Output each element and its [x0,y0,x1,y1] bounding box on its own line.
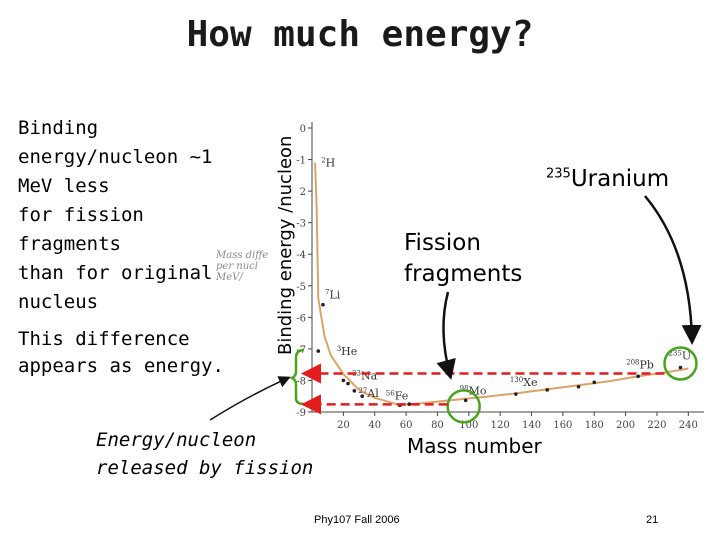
footer-course: Phy107 Fall 2006 [314,514,400,526]
release-line: Energy/nucleon [96,429,257,451]
uranium-mass-number: 235 [546,166,571,182]
isotope-label: 7Li [325,289,341,302]
difference-line: This difference [18,328,190,350]
energy-released-arrow [209,376,291,421]
data-point [545,388,549,392]
data-point [346,381,350,386]
x-tick-label: 160 [553,420,572,431]
x-tick-label: 180 [585,420,604,431]
isotope-label: 23Na [352,370,378,383]
x-axis-label: Mass number [407,434,542,458]
energy-difference-brace [289,348,305,406]
isotope-label: 27Al [358,387,379,400]
release-line: released by fission [96,457,314,479]
data-point [678,365,683,370]
difference-line: appears as energy. [18,355,224,377]
chart-axes: 0-12-3-4-5-6-7-8-920 40 60 80 100 120 140 160 18… [296,122,704,431]
y-tick-label: -3 [296,219,306,230]
data-point [321,302,325,307]
x-tick-label: 40 [368,420,381,431]
x-tick-label: 20 [337,420,350,431]
annotation-overlay [209,195,702,424]
y-tick-label: 2 [300,187,306,198]
y-tick-label: -4 [296,250,306,261]
fission-line: fragments [404,261,523,287]
explanation-line: for fission fragments [18,204,144,255]
data-point [592,380,597,385]
page-number: 21 [646,514,659,526]
x-tick-label: 120 [491,420,510,431]
difference-note: This difference appears as energy. [18,326,258,380]
explanation-line: nucleus [18,291,99,313]
data-point [316,349,321,353]
data-point [360,394,364,399]
uranium-text: Uranium [570,166,670,192]
point-layer [316,302,683,408]
isotope-label: 130Xe [510,376,538,389]
data-point [341,378,346,383]
fission-fragments-label: Fission fragments [404,228,522,290]
data-point [407,402,412,406]
y-tick-label: -5 [296,282,306,293]
data-point [576,384,581,389]
x-tick-label: 100 [459,420,478,431]
isotope-label: 208Pb [626,358,654,371]
fission-fragments-arrow [436,291,456,380]
faint-label-line: Mass diffe [216,250,269,261]
data-point [514,392,518,396]
isotope-label: 56Fe [386,389,408,402]
explanation-line: energy/nucleon ~1 [18,146,213,168]
data-point [463,398,468,403]
y-tick-label: -8 [296,376,306,387]
uranium-label: 235Uranium [546,166,669,192]
slide-title: How much energy? [186,14,534,55]
faint-mass-difference-label: Mass diffe per nucl MeV/ [216,250,274,283]
explanation-line: MeV less [18,175,110,197]
x-tick-label: 80 [431,420,444,431]
explanation-line: than for original [18,262,213,284]
energy-released-label: Energy/nucleon released by fission [96,426,313,482]
x-tick-label: 140 [522,420,541,431]
isotope-label: 3He [337,345,358,358]
y-tick-label: 0 [300,124,306,135]
x-tick-label: 200 [616,420,635,431]
x-tick-label: 60 [400,420,413,431]
x-tick-label: 240 [679,420,698,431]
uranium-arrow [644,195,702,345]
binding-energy-explanation: Binding energy/nucleon ~1 MeV less for f… [18,114,258,317]
faint-label-line: MeV/ [216,272,243,283]
fragment-highlight-circle [446,389,481,424]
faint-label-line: per nucl [216,261,258,272]
y-tick-label: -1 [296,156,306,167]
y-tick-label: -9 [296,408,306,419]
data-point [352,389,357,393]
explanation-line: Binding [18,117,99,139]
isotope-label: 235U [668,350,691,363]
uranium-highlight-circle [663,346,698,381]
x-tick-label: 220 [647,420,666,431]
isotope-label: 2H [321,157,335,170]
y-tick-label: -6 [296,313,306,324]
data-point [636,374,640,379]
fission-line: Fission [404,230,481,256]
